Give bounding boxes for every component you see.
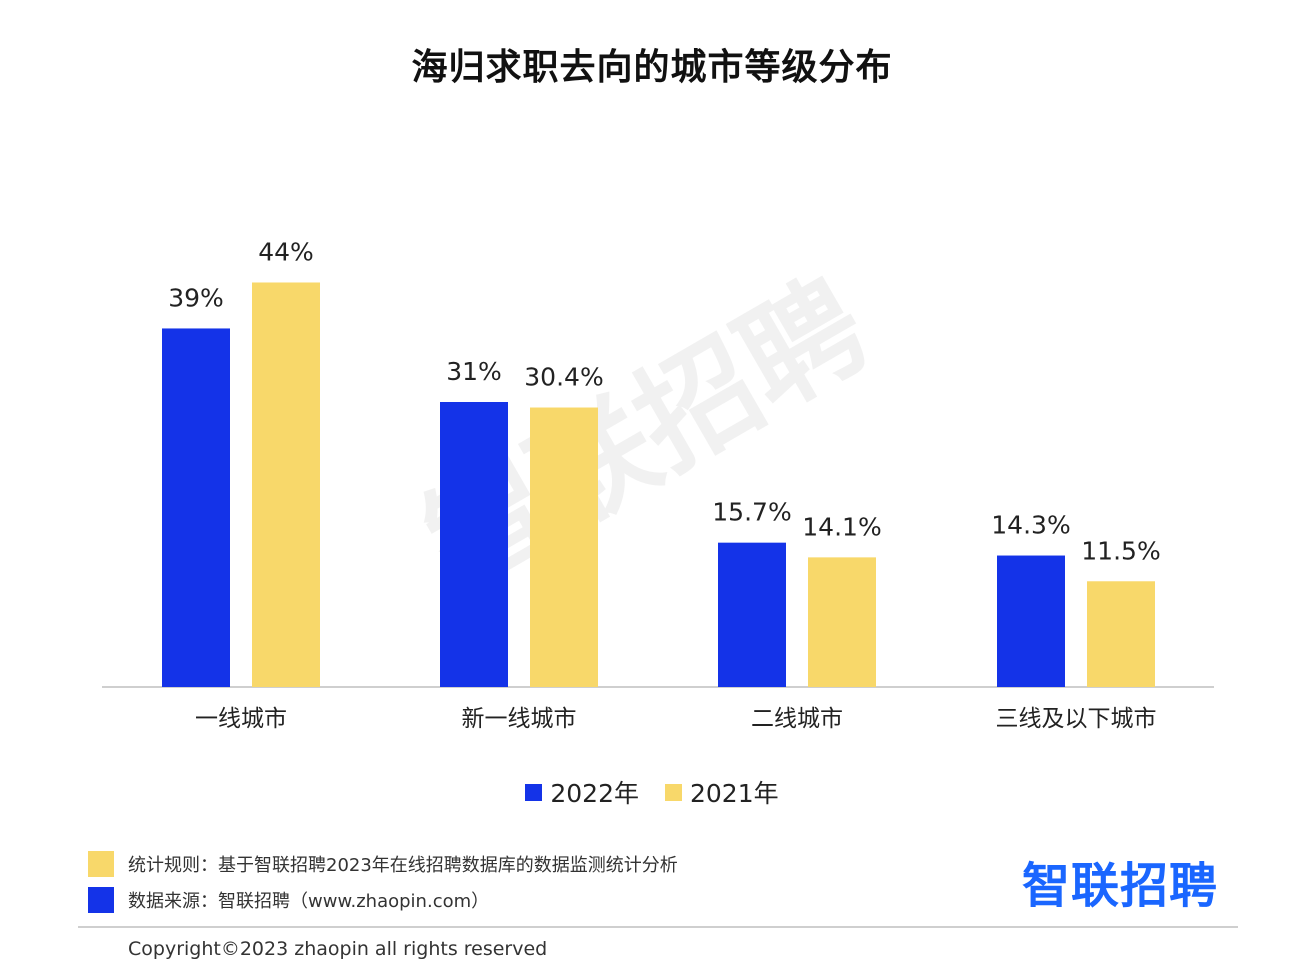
data-label-2022-0: 39% (168, 283, 224, 312)
bar-2021-3 (1087, 581, 1155, 687)
data-label-2022-1: 31% (446, 357, 502, 386)
legend-label-2021: 2021年 (690, 779, 779, 808)
data-label-2022-3: 14.3% (991, 511, 1070, 540)
copyright-text: Copyright©2023 zhaopin all rights reserv… (128, 938, 548, 960)
chart-legend: 2022年 2021年 (0, 774, 1304, 810)
legend-item-2021: 2021年 (665, 774, 779, 810)
source-note-text: 数据来源：智联招聘（www.zhaopin.com） (128, 891, 490, 912)
brand-logo: 智联招聘 (1022, 858, 1219, 914)
source-note-row: 数据来源：智联招聘（www.zhaopin.com） (88, 882, 678, 918)
category-label-3: 三线及以下城市 (996, 706, 1157, 732)
legend-item-2022: 2022年 (525, 774, 639, 810)
legend-label-2022: 2022年 (550, 779, 639, 808)
bar-2022-0 (162, 328, 230, 687)
bottom-divider (78, 926, 1238, 928)
category-label-0: 一线城市 (195, 706, 287, 732)
chart-title: 海归求职去向的城市等级分布 (411, 47, 893, 88)
category-label-1: 新一线城市 (462, 706, 577, 732)
legend-swatch-2022 (525, 783, 543, 801)
source-note-swatch (88, 887, 114, 913)
data-label-2022-2: 15.7% (712, 498, 791, 527)
footer-notes: 统计规则：基于智联招聘2023年在线招聘数据库的数据监测统计分析 数据来源：智联… (88, 846, 678, 918)
bar-2022-2 (718, 542, 786, 687)
data-label-2021-3: 11.5% (1081, 536, 1160, 565)
data-label-2021-2: 14.1% (802, 512, 881, 541)
bar-2022-1 (440, 402, 508, 687)
category-label-2: 二线城市 (751, 706, 843, 732)
rule-note-row: 统计规则：基于智联招聘2023年在线招聘数据库的数据监测统计分析 (88, 846, 678, 882)
data-label-2021-0: 44% (258, 237, 314, 266)
rule-note-swatch (88, 851, 114, 877)
bar-2022-3 (997, 555, 1065, 687)
bar-2021-1 (530, 407, 598, 687)
rule-note-text: 统计规则：基于智联招聘2023年在线招聘数据库的数据监测统计分析 (128, 855, 678, 876)
bar-chart: 39% 44% 一线城市 31% 30.4% 新一线城市 15.7% 14.1% 二线城市 14.… (102, 237, 1214, 732)
legend-swatch-2021 (665, 783, 682, 801)
data-label-2021-1: 30.4% (524, 363, 603, 392)
bar-2021-0 (252, 282, 320, 687)
bar-2021-2 (808, 557, 876, 687)
